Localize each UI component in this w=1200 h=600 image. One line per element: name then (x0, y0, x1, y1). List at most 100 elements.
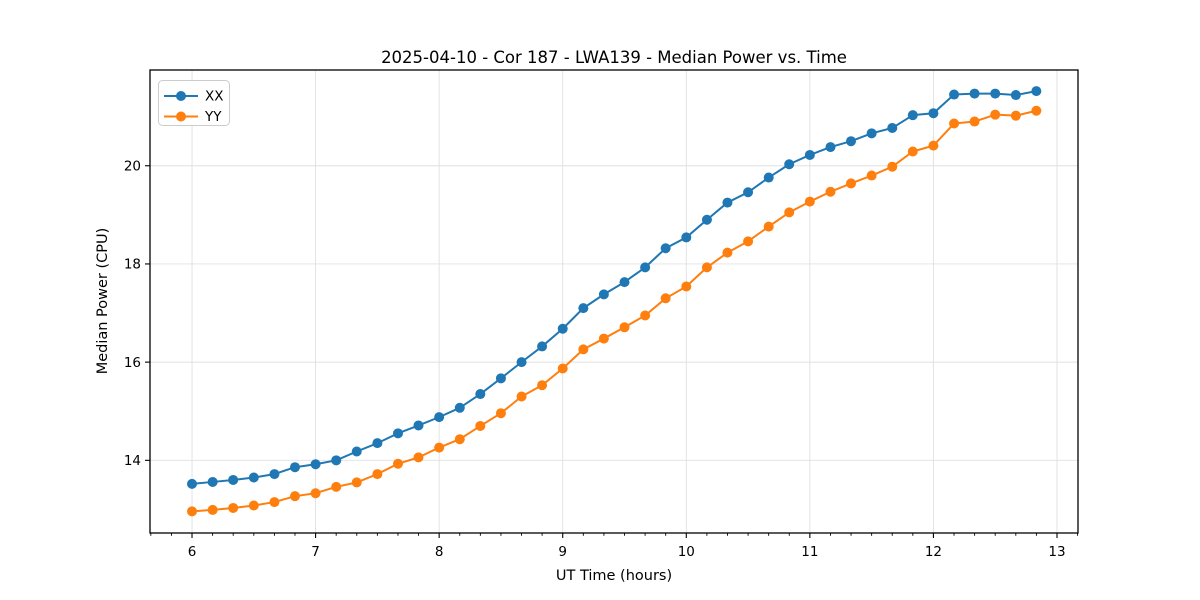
series-yy-marker (351, 477, 362, 488)
series-xx-marker (598, 289, 609, 300)
series-xx-marker (1010, 90, 1021, 101)
series-yy-marker (228, 502, 239, 513)
series-xx-marker (537, 341, 548, 352)
series-xx-marker (763, 172, 774, 183)
x-tick-label: 7 (311, 544, 320, 560)
series-yy-marker (413, 452, 424, 463)
series-yy-marker (393, 458, 403, 469)
series-xx-marker (372, 438, 383, 449)
legend: XX YY (158, 80, 230, 126)
series-yy-marker (310, 488, 321, 499)
legend-marker (176, 111, 186, 122)
series-xx-marker (969, 88, 980, 99)
series-xx-marker (743, 187, 754, 198)
series-xx-marker (619, 277, 630, 288)
series-yy-marker (866, 170, 877, 181)
x-tick-label: 6 (188, 544, 197, 560)
series-yy-marker (207, 504, 218, 515)
series-yy-marker (578, 344, 589, 355)
series-yy-marker (269, 497, 280, 508)
series-yy-marker (784, 207, 795, 218)
x-tick-label: 12 (925, 544, 942, 560)
series-xx-marker (640, 262, 651, 273)
series-xx-marker (454, 402, 465, 413)
series-yy-marker (516, 391, 527, 402)
y-tick-label: 16 (124, 355, 141, 371)
series-xx-marker (907, 110, 918, 121)
series-xx-marker (351, 446, 362, 457)
series-xx-marker (475, 389, 486, 400)
legend-entry-xx: XX (164, 89, 224, 105)
series-yy-marker (475, 420, 486, 431)
series-xx-marker (207, 476, 218, 487)
series-xx-marker (413, 420, 424, 431)
series-yy-marker (372, 469, 383, 480)
ticks (145, 165, 1079, 538)
y-tick-label: 20 (124, 158, 141, 174)
series-yy-marker (1031, 105, 1042, 116)
chart-title: 2025-04-10 - Cor 187 - LWA139 - Median P… (381, 48, 847, 67)
series-xx-marker (784, 159, 795, 170)
legend-label: XX (205, 89, 224, 105)
series-xx-marker (722, 197, 733, 208)
series-xx-marker (990, 88, 1001, 99)
series-yy-marker (289, 491, 300, 502)
series-yy-marker (640, 310, 651, 321)
series-yy-marker (248, 500, 259, 511)
series-xx-marker (331, 455, 342, 466)
legend-entry-yy: YY (164, 109, 222, 125)
y-tick-label: 18 (124, 257, 141, 273)
series-xx-marker (928, 108, 939, 119)
series-xx-marker (846, 136, 856, 147)
series-xx-marker (248, 472, 259, 483)
series-yy-marker (557, 363, 568, 374)
series-yy-marker (949, 118, 960, 129)
series-xx-marker (660, 243, 671, 254)
series-yy-marker (825, 186, 836, 197)
series-xx-marker (269, 469, 280, 480)
series-xx-marker (228, 474, 239, 485)
series-yy-marker (990, 109, 1001, 120)
series-xx-marker (887, 122, 898, 133)
series-yy (187, 105, 1042, 517)
series-yy-marker (743, 236, 754, 247)
series-xx-marker (310, 459, 321, 470)
series-xx-marker (495, 373, 506, 384)
x-tick-label: 8 (435, 544, 444, 560)
series-yy-marker (434, 442, 445, 453)
series-xx-marker (701, 214, 712, 225)
x-tick-label: 11 (801, 544, 818, 560)
series-yy-marker (804, 196, 815, 207)
series-xx (187, 86, 1042, 489)
series-xx-marker (289, 462, 300, 473)
series-yy-marker (598, 333, 609, 344)
series-xx-marker (578, 303, 589, 314)
series-yy-marker (701, 262, 712, 273)
legend-marker (176, 91, 186, 101)
series-xx-marker (187, 478, 198, 489)
series-yy-marker (187, 506, 198, 517)
series-yy-marker (1010, 110, 1021, 121)
series-xx-marker (825, 142, 836, 153)
series-yy-marker (331, 481, 342, 492)
series-xx-marker (804, 149, 815, 160)
series-xx-marker (949, 89, 960, 100)
x-tick-label: 9 (558, 544, 567, 560)
x-axis-label: UT Time (hours) (556, 568, 672, 584)
series-yy-marker (928, 140, 939, 151)
legend-label: YY (204, 109, 222, 125)
grid (150, 70, 1078, 533)
y-tick-label: 14 (124, 453, 141, 469)
series-yy-marker (722, 247, 733, 258)
series-yy-marker (619, 322, 630, 333)
series-yy-marker (660, 293, 671, 304)
series-yy-marker (681, 281, 692, 292)
plot-area (150, 70, 1078, 533)
x-tick-label: 13 (1048, 544, 1065, 560)
series-yy-marker (495, 408, 506, 419)
series-yy-marker (537, 380, 548, 391)
series-xx-marker (866, 128, 877, 139)
x-tick-label: 10 (678, 544, 695, 560)
